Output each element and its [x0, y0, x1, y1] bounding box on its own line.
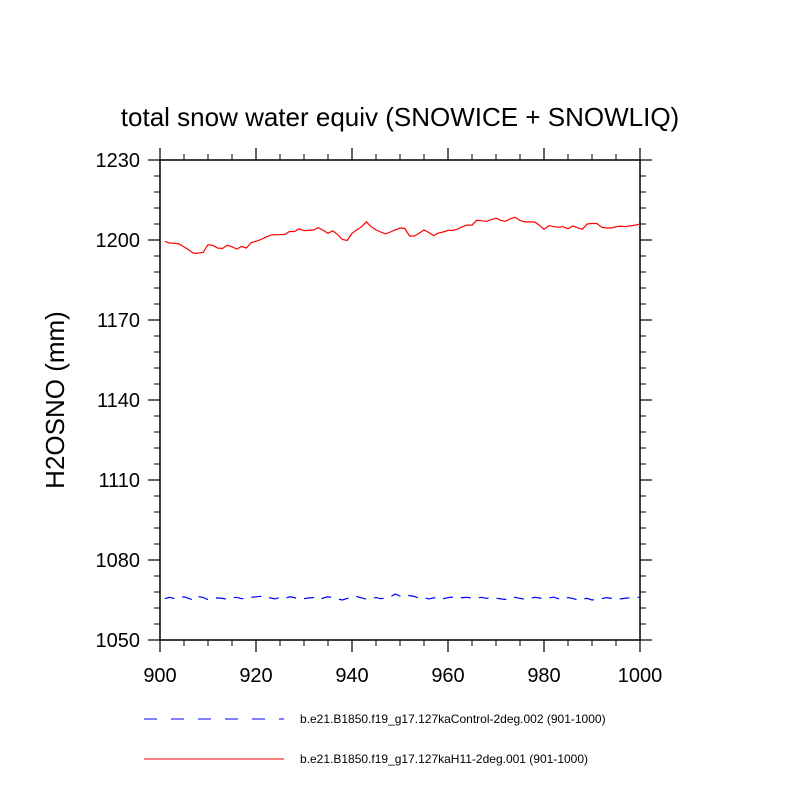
- x-tick-label: 1000: [618, 665, 663, 687]
- series-layer: [164, 216, 641, 601]
- series-line-1: [164, 593, 641, 601]
- legend-label-2: b.e21.B1850.f19_g17.127kaH11-2deg.001 (9…: [300, 752, 588, 766]
- y-tick-label: 1230: [96, 150, 141, 172]
- series-line-2: [164, 216, 641, 254]
- x-tick-label: 920: [239, 665, 272, 687]
- x-tick-label: 900: [143, 665, 176, 687]
- legend-label-1: b.e21.B1850.f19_g17.127kaControl-2deg.00…: [300, 712, 606, 726]
- y-tick-label: 1140: [97, 390, 140, 412]
- axis-ticks: 900 920 940 960 980 1000 1050 1080 1110 1140 1170 1…: [96, 148, 663, 687]
- y-tick-label: 1080: [96, 550, 141, 572]
- y-tick-label: 1200: [96, 230, 141, 252]
- y-tick-label: 1170: [97, 310, 140, 332]
- y-tick-label: 1110: [98, 470, 140, 492]
- y-axis-label: H2OSNO (mm): [40, 311, 70, 489]
- x-tick-label: 940: [335, 665, 368, 687]
- chart-title: total snow water equiv (SNOWICE + SNOWLI…: [121, 102, 679, 132]
- plot-frame: [159, 159, 641, 641]
- x-tick-label: 960: [431, 665, 464, 687]
- x-tick-label: 980: [527, 665, 560, 687]
- legend: b.e21.B1850.f19_g17.127kaControl-2deg.00…: [144, 712, 606, 766]
- y-tick-label: 1050: [96, 630, 141, 652]
